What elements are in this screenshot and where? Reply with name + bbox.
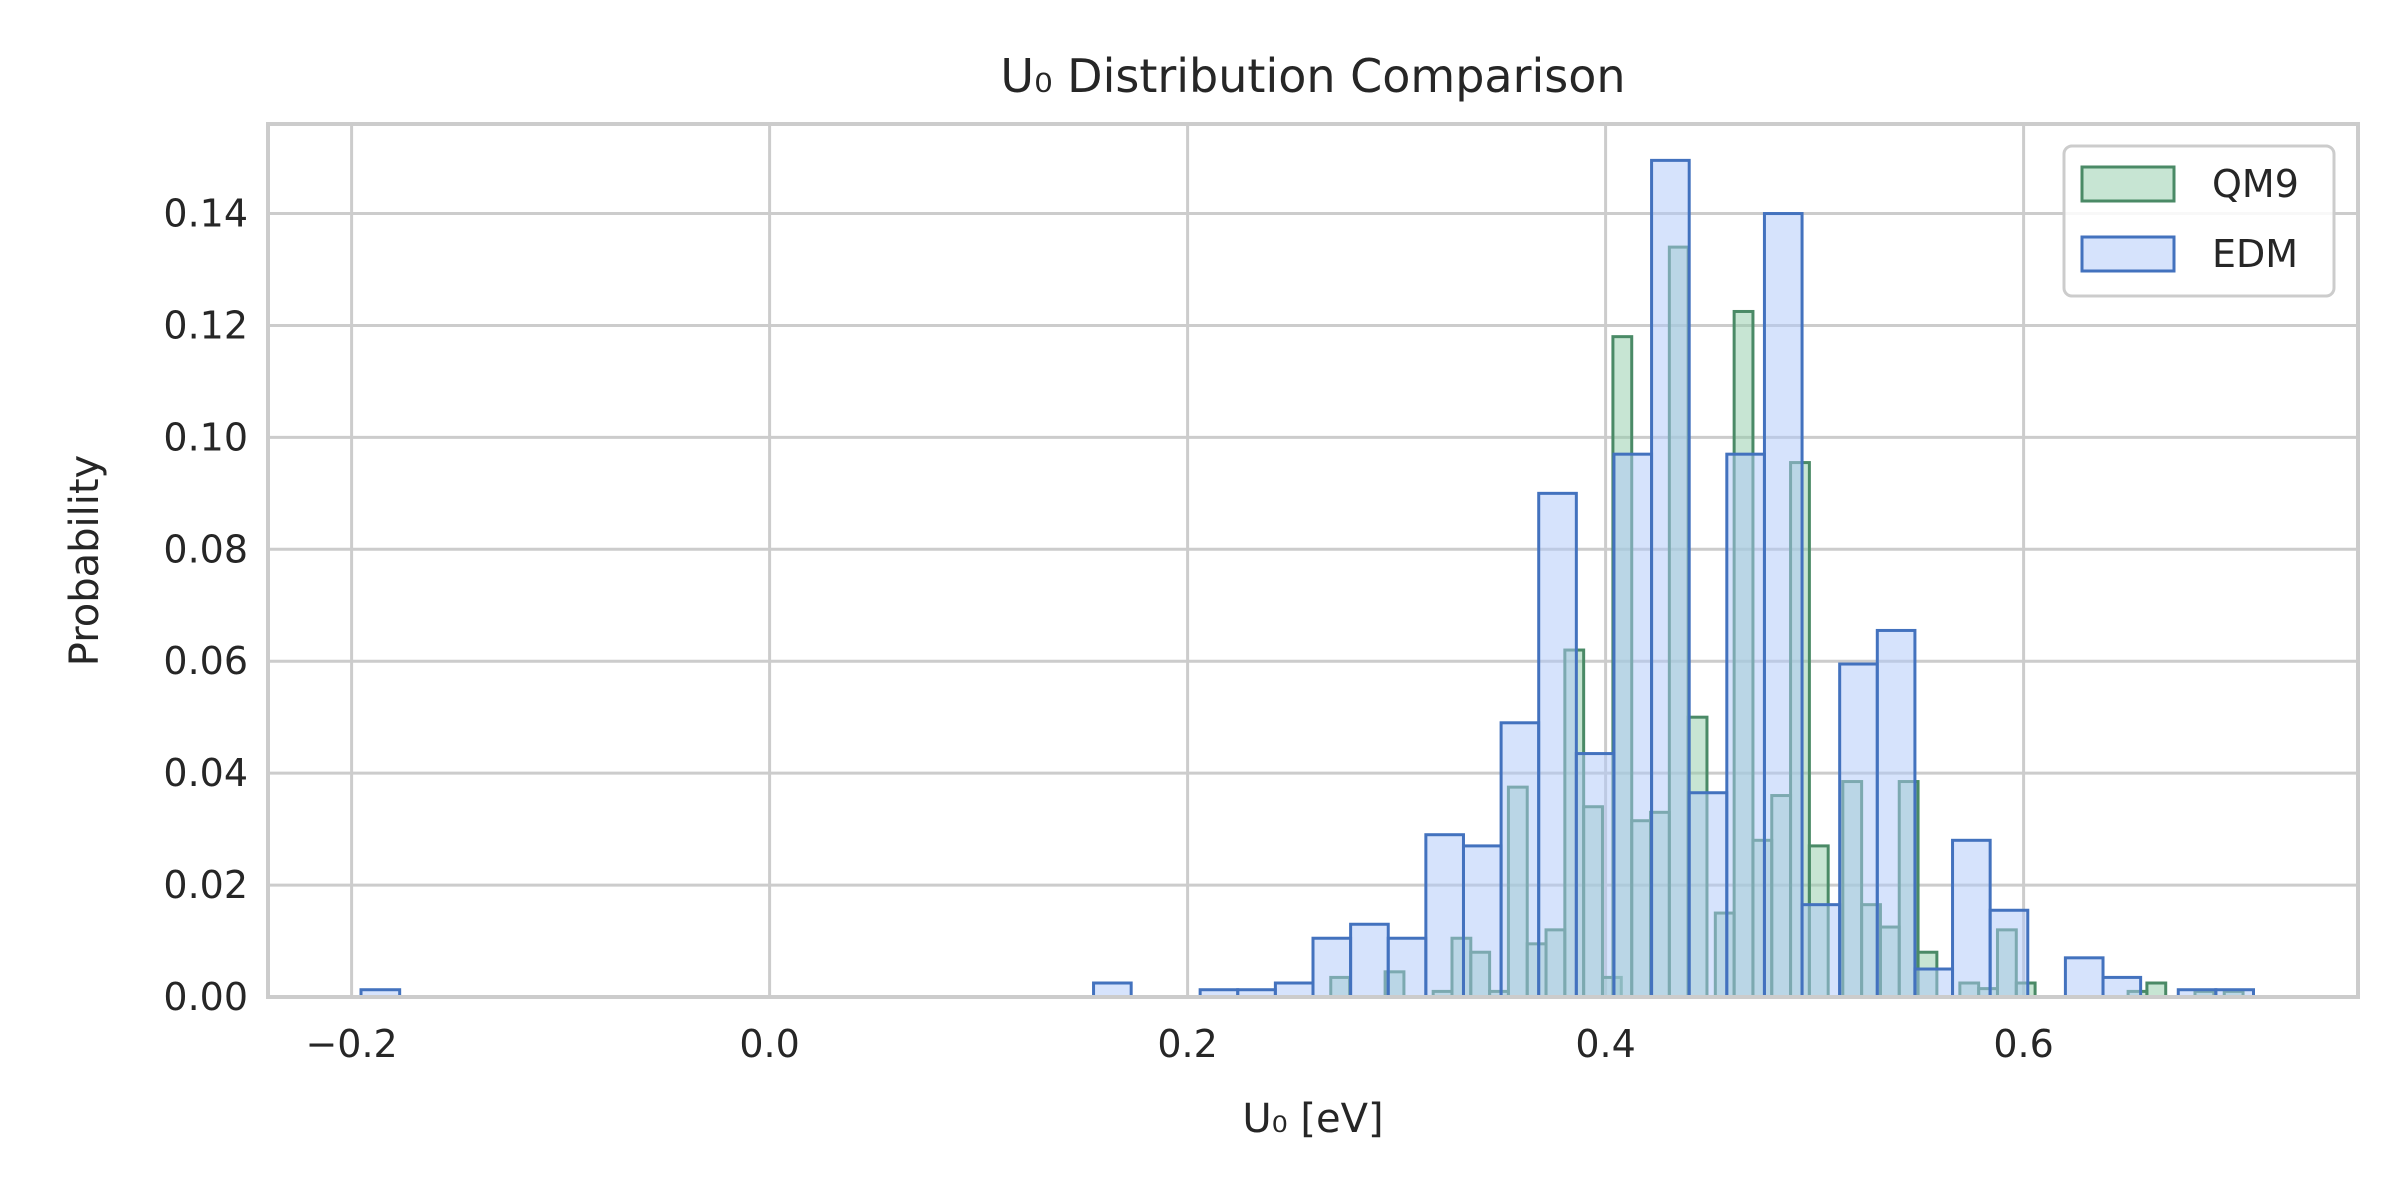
x-axis-label: U₀ [eV]: [1242, 1096, 1383, 1142]
plot-frame: [266, 122, 2360, 999]
y-tick-label: 0.04: [163, 751, 248, 795]
bar-edm: [1612, 452, 1654, 999]
bar-edm: [1424, 833, 1465, 999]
bar-edm: [1838, 662, 1879, 999]
bar-edm: [2063, 956, 2105, 999]
x-tick-label: 0.4: [1575, 1022, 1635, 1066]
bar-edm: [1574, 752, 1616, 999]
y-tick-label: 0.06: [163, 639, 248, 683]
grid-lines: [268, 124, 2358, 999]
bar-edm: [1988, 908, 2030, 999]
legend-swatch-qm9: [2080, 165, 2176, 203]
y-tick-label: 0.08: [163, 527, 248, 571]
bar-edm: [1951, 838, 1992, 999]
histogram-bars: [359, 158, 2255, 999]
bar-edm: [1461, 844, 1503, 999]
chart-title: U₀ Distribution Comparison: [1000, 49, 1625, 103]
bar-edm: [1499, 721, 1541, 999]
bar-edm: [1349, 922, 1390, 999]
tick-labels: −0.2 0.0 0.2 0.4 0.6 0.00 0.02 0.04 0.06 0.08 0.10…: [163, 192, 2053, 1066]
bar-edm: [1386, 936, 1428, 999]
bar-qm9: [2145, 981, 2168, 999]
x-tick-label: 0.2: [1157, 1022, 1217, 1066]
y-tick-label: 0.02: [163, 863, 248, 907]
x-tick-label: −0.2: [305, 1022, 397, 1066]
bar-edm: [1762, 212, 1804, 999]
bar-edm: [1875, 628, 1917, 999]
legend: QM9 EDM: [2062, 144, 2336, 298]
legend-label-qm9: QM9: [2212, 162, 2299, 206]
bar-edm: [2101, 975, 2143, 999]
bar-edm: [1311, 936, 1353, 999]
bar-edm: [1800, 903, 1842, 999]
bar-edm: [1092, 981, 1133, 999]
x-tick-label: 0.6: [1993, 1022, 2053, 1066]
series-edm: [359, 158, 2255, 999]
y-tick-label: 0.14: [163, 192, 248, 236]
legend-swatch-edm: [2080, 235, 2176, 273]
legend-label-edm: EDM: [2212, 232, 2298, 276]
bar-edm: [1273, 981, 1315, 999]
bar-edm: [1725, 452, 1766, 999]
y-axis-label: Probability: [62, 455, 108, 666]
bar-edm: [1537, 491, 1578, 999]
y-tick-label: 0.00: [163, 975, 248, 1019]
y-tick-label: 0.12: [163, 303, 248, 347]
y-tick-label: 0.10: [163, 415, 248, 459]
x-tick-label: 0.0: [739, 1022, 799, 1066]
bar-edm: [1687, 791, 1729, 999]
bar-edm: [1650, 158, 1691, 999]
bar-edm: [1913, 967, 1955, 999]
